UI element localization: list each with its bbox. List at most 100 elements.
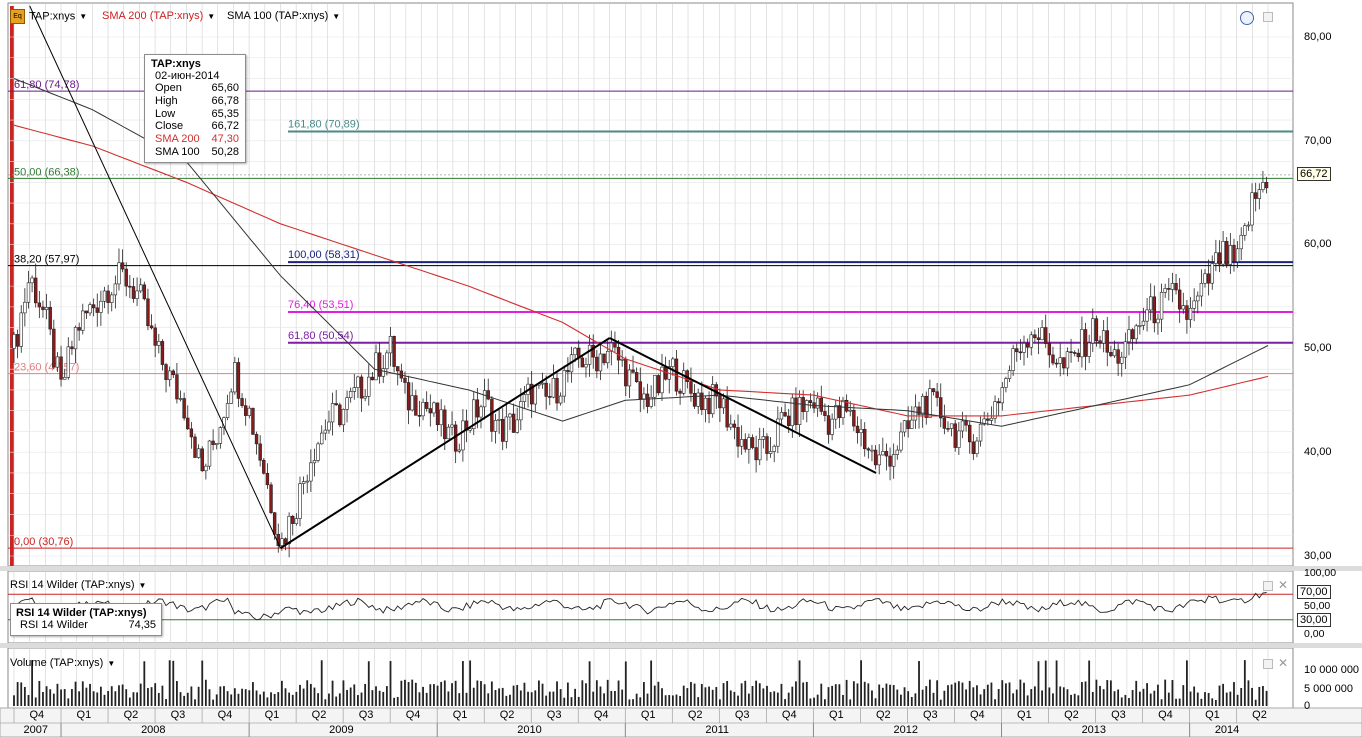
candle-body <box>772 445 776 452</box>
candle-body <box>1029 334 1033 348</box>
candle-body <box>1069 351 1073 354</box>
candle-body <box>225 403 230 418</box>
candle-body <box>120 262 125 270</box>
volume-bar <box>1146 683 1148 706</box>
maximize-icon[interactable] <box>1263 659 1273 669</box>
volume-bar <box>436 685 439 706</box>
candle-body <box>262 459 266 474</box>
volume-bar <box>842 694 844 706</box>
candle-body <box>939 397 943 419</box>
tooltip-row-label: Open <box>155 82 182 94</box>
quarter-label: Q1 <box>1205 709 1220 721</box>
candle-body <box>102 290 107 302</box>
volume-bar <box>154 683 157 706</box>
volume-bar <box>389 661 392 706</box>
close-icon[interactable]: ✕ <box>1278 656 1289 670</box>
ohlc-tooltip: TAP:xnys 02-июн-2014 Open 65,60 High 66,78 L… <box>144 54 246 163</box>
sma200-legend[interactable]: SMA 200 (TAP:xnys) ▼ <box>102 10 215 22</box>
price-tick: 70,00 <box>1304 135 1332 147</box>
candle-body <box>320 432 324 445</box>
volume-bar <box>910 696 913 706</box>
rsi-selector[interactable]: RSI 14 Wilder (TAP:xnys) ▼ <box>10 579 146 591</box>
volume-bar <box>1131 690 1134 706</box>
sma100-label: SMA 100 (TAP:xnys) <box>227 10 329 22</box>
volume-bar <box>143 661 146 706</box>
volume-bar <box>280 680 283 706</box>
volume-bar <box>606 679 609 706</box>
rsi-tick: 30,00 <box>1297 613 1331 627</box>
candle-body <box>873 449 878 466</box>
candle-body <box>1196 295 1200 302</box>
tooltip-row-value: 65,60 <box>211 82 239 94</box>
volume-bar <box>208 689 211 706</box>
chevron-down-icon[interactable]: ▼ <box>332 12 341 21</box>
candle-body <box>265 473 270 486</box>
candle-body <box>1203 273 1207 284</box>
candle-body <box>501 418 505 442</box>
candle-body <box>1159 291 1164 320</box>
candle-body <box>602 353 606 364</box>
candle-body <box>421 402 425 417</box>
candle-body <box>233 362 237 393</box>
chevron-down-icon[interactable]: ▼ <box>79 12 88 22</box>
candle-body <box>479 406 483 418</box>
volume-bar <box>1178 698 1181 706</box>
candle-body <box>964 420 968 426</box>
volume-bar <box>957 681 960 706</box>
candle-body <box>768 451 773 454</box>
candle-body <box>522 394 527 402</box>
volume-bar <box>936 680 939 706</box>
candle-body <box>26 282 31 303</box>
candle-body <box>653 375 657 398</box>
candle-body <box>1054 362 1059 365</box>
maximize-icon[interactable] <box>1263 12 1273 22</box>
quarter-label: Q1 <box>1017 709 1032 721</box>
maximize-icon[interactable] <box>1263 581 1273 591</box>
volume-bar <box>1265 690 1268 706</box>
candle-body <box>924 395 928 418</box>
candle-body <box>1199 282 1204 297</box>
volume-bar <box>490 681 493 706</box>
volume-bar <box>139 683 142 706</box>
candle-body <box>790 397 795 427</box>
candle-body <box>587 344 592 365</box>
sma200-label: SMA 200 (TAP:xnys) <box>102 10 204 22</box>
volume-bar <box>1012 693 1015 706</box>
volume-bar <box>1026 695 1029 706</box>
candle-body <box>663 366 668 380</box>
volume-selector[interactable]: Volume (TAP:xnys) ▼ <box>10 657 115 669</box>
volume-bar <box>20 682 23 706</box>
volume-bar <box>45 686 48 706</box>
candle-body <box>388 335 393 354</box>
clock-icon[interactable] <box>1240 11 1254 25</box>
candle-body <box>689 381 693 394</box>
volume-bar <box>328 693 330 706</box>
candle-body <box>881 451 885 456</box>
candle-body <box>417 415 422 417</box>
close-icon[interactable]: ✕ <box>1278 578 1289 592</box>
volume-bar <box>896 689 899 706</box>
volume-bar <box>1182 685 1185 706</box>
candle-body <box>193 436 197 458</box>
volume-bar <box>903 687 906 706</box>
candle-body <box>352 387 356 392</box>
volume-bar <box>306 680 309 706</box>
volume-bar <box>599 686 602 706</box>
chevron-down-icon[interactable]: ▼ <box>138 581 147 590</box>
candle-body <box>750 437 755 448</box>
volume-bar <box>809 698 812 706</box>
symbol-selector[interactable]: Eq TAP:xnys ▼ <box>10 9 87 24</box>
sma100-legend[interactable]: SMA 100 (TAP:xnys) ▼ <box>227 10 340 22</box>
volume-bar <box>201 660 204 706</box>
volume-bar <box>128 697 131 706</box>
volume-bar <box>89 683 91 706</box>
chevron-down-icon[interactable]: ▼ <box>207 12 216 21</box>
volume-bar <box>382 691 385 706</box>
quarter-label: Q2 <box>687 709 703 721</box>
volume-bar <box>776 692 779 706</box>
candle-body <box>280 538 284 546</box>
fib-extension-label: 76,40 (53,51) <box>288 299 353 311</box>
candle-body <box>142 284 147 300</box>
volume-bar <box>219 686 222 706</box>
chevron-down-icon[interactable]: ▼ <box>107 659 116 668</box>
